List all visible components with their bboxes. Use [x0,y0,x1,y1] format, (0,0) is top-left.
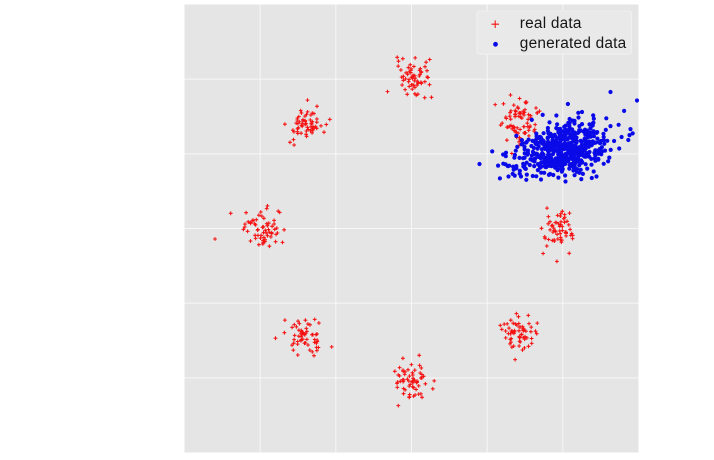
svg-text:real data: real data [520,15,582,32]
svg-text:generated data: generated data [520,35,627,52]
